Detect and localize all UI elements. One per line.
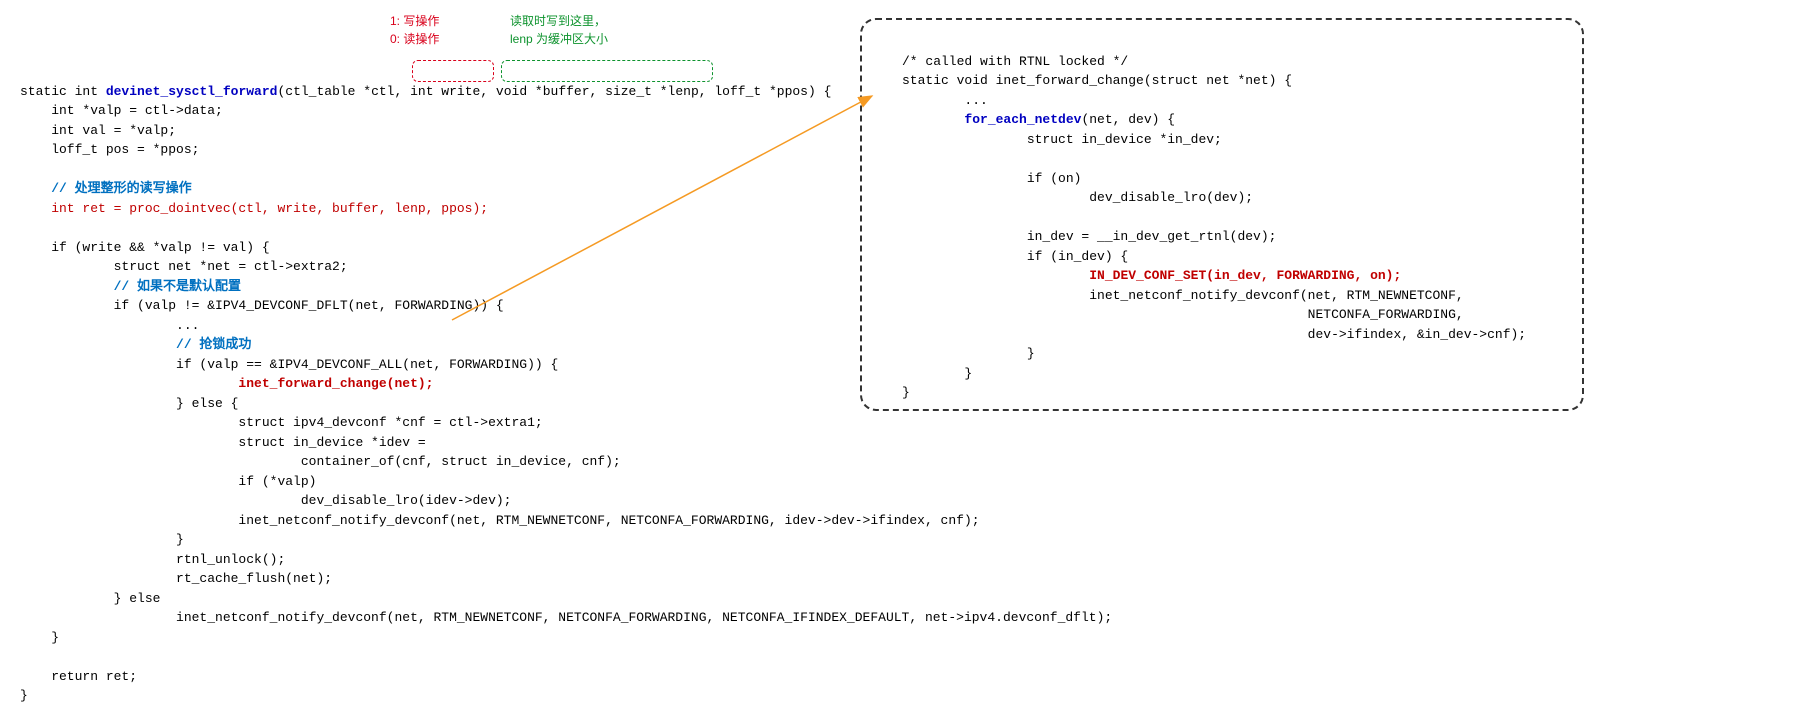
- code-line: in_dev = __in_dev_get_rtnl(dev);: [902, 229, 1276, 244]
- code-line: inet_netconf_notify_devconf(net, RTM_NEW…: [20, 513, 980, 528]
- annotation-read-buffer: 读取时写到这里， lenp 为缓冲区大小: [510, 12, 608, 48]
- code-line: }: [902, 346, 1035, 361]
- code-line: NETCONFA_FORWARDING,: [902, 307, 1464, 322]
- param-write: int write: [410, 84, 480, 99]
- func-name: devinet_sysctl_forward: [106, 84, 278, 99]
- code-line: static void inet_forward_change(struct n…: [902, 73, 1292, 88]
- code-line: if (*valp): [20, 474, 316, 489]
- code-line: rtnl_unlock();: [20, 552, 285, 567]
- code-line: container_of(cnf, struct in_device, cnf)…: [20, 454, 621, 469]
- code-line: if (write && *valp != val) {: [20, 240, 270, 255]
- code-line: struct ipv4_devconf *cnf = ctl->extra1;: [20, 415, 543, 430]
- code-line: /* called with RTNL locked */: [902, 54, 1128, 69]
- code-line: }: [902, 385, 910, 400]
- code-line: return ret;: [20, 669, 137, 684]
- right-code-panel: /* called with RTNL locked */ static voi…: [860, 18, 1584, 411]
- code-line: if (in_dev) {: [902, 249, 1128, 264]
- macro-name: for_each_netdev: [964, 112, 1081, 127]
- code-line: static int devinet_sysctl_forward(ctl_ta…: [20, 84, 831, 99]
- code-line: rt_cache_flush(net);: [20, 571, 332, 586]
- code-line: }: [20, 630, 59, 645]
- code-line: if (valp == &IPV4_DEVCONF_ALL(net, FORWA…: [20, 357, 558, 372]
- code-line: }: [20, 532, 184, 547]
- param-buffer-lenp: void *buffer, size_t *lenp: [496, 84, 699, 99]
- code-line: ...: [20, 318, 199, 333]
- code-line: dev_disable_lro(dev);: [902, 190, 1253, 205]
- code-comment: // 如果不是默认配置: [20, 279, 241, 294]
- code-line: }: [20, 688, 28, 703]
- annotation-write-op: 1: 写操作 0: 读操作: [390, 12, 439, 48]
- code-line: struct in_device *in_dev;: [902, 132, 1222, 147]
- code-line: }: [902, 366, 972, 381]
- code-line: inet_netconf_notify_devconf(net, RTM_NEW…: [902, 288, 1464, 303]
- code-line: if (on): [902, 171, 1081, 186]
- code-line: IN_DEV_CONF_SET(in_dev, FORWARDING, on);: [902, 268, 1401, 283]
- code-line: struct in_device *idev =: [20, 435, 426, 450]
- code-call-highlight: inet_forward_change(net);: [20, 376, 433, 391]
- code-line: dev->ifindex, &in_dev->cnf);: [902, 327, 1526, 342]
- code-comment: // 抢锁成功: [20, 337, 251, 352]
- code-line: inet_netconf_notify_devconf(net, RTM_NEW…: [20, 610, 1112, 625]
- code-comment: // 处理整形的读写操作: [20, 181, 192, 196]
- code-line: for_each_netdev(net, dev) {: [902, 112, 1175, 127]
- code-line: } else: [20, 591, 160, 606]
- macro-call-highlight: IN_DEV_CONF_SET(in_dev, FORWARDING, on);: [1089, 268, 1401, 283]
- code-line: loff_t pos = *ppos;: [20, 142, 199, 157]
- code-line: if (valp != &IPV4_DEVCONF_DFLT(net, FORW…: [20, 298, 504, 313]
- code-line: int *valp = ctl->data;: [20, 103, 223, 118]
- code-line: } else {: [20, 396, 238, 411]
- code-line: ...: [902, 93, 988, 108]
- code-line-highlight: int ret = proc_dointvec(ctl, write, buff…: [20, 201, 488, 216]
- code-line: struct net *net = ctl->extra2;: [20, 259, 348, 274]
- code-line: dev_disable_lro(idev->dev);: [20, 493, 511, 508]
- code-line: int val = *valp;: [20, 123, 176, 138]
